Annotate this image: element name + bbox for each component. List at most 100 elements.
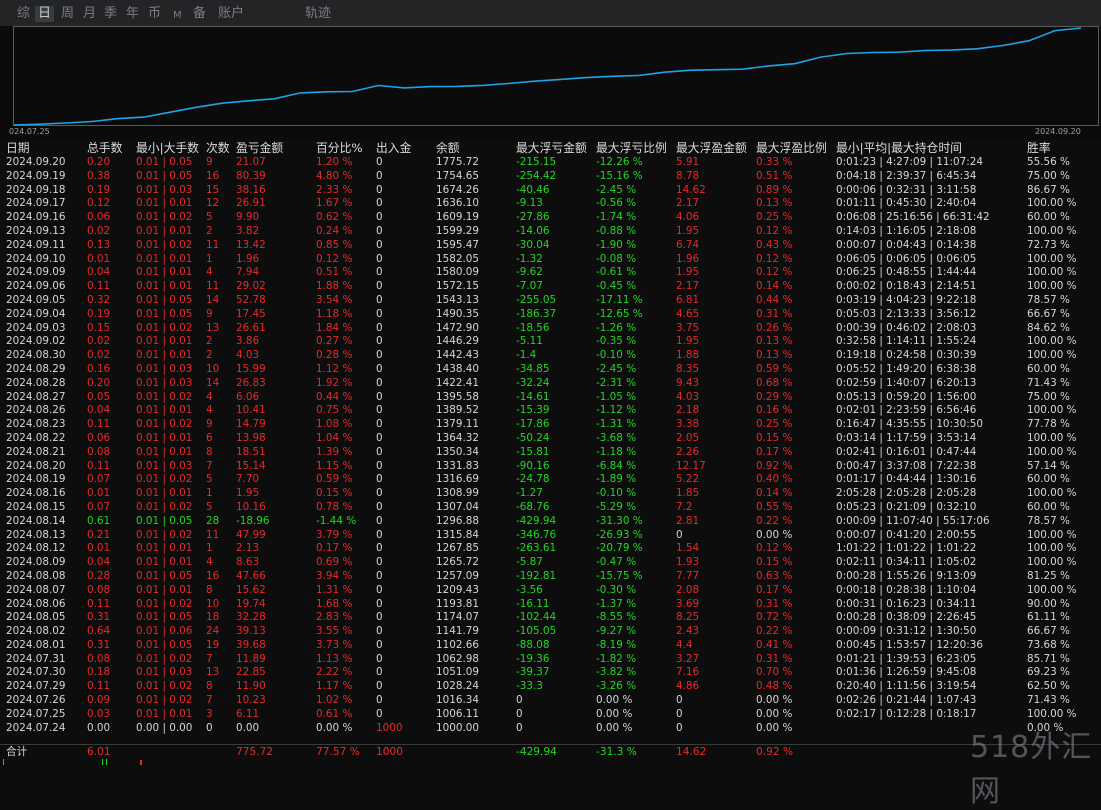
tab-8[interactable]: 备 [193, 6, 207, 21]
cell: 0.01 | 0.05 [136, 611, 193, 624]
column-header[interactable]: 总手数 [87, 141, 123, 155]
table-row[interactable]: 2024.09.11 0.13 0.01 | 0.02 11 13.42 0.85 % 0 1… [0, 239, 1101, 253]
table-row[interactable]: 2024.09.17 0.12 0.01 | 0.01 12 26.91 1.67 % 0 1… [0, 197, 1101, 211]
cell: 0.01 | 0.02 [136, 211, 193, 224]
tab-6[interactable]: 币 [148, 6, 162, 21]
tab-9[interactable]: 账户 [218, 6, 245, 21]
cell: 0.38 [87, 169, 111, 182]
tab-7[interactable]: M [173, 10, 182, 21]
table-row[interactable]: 2024.09.16 0.06 0.01 | 0.02 5 9.90 0.62 % 0 160… [0, 211, 1101, 225]
column-header[interactable]: 次数 [206, 141, 230, 155]
cell: -27.86 [516, 211, 550, 224]
cell: -2.45 % [596, 362, 637, 375]
table-row[interactable]: 2024.09.20 0.20 0.01 | 0.05 9 21.07 1.20 % 0 17… [0, 156, 1101, 170]
table-row[interactable]: 2024.08.05 0.31 0.01 | 0.05 18 32.28 2.83 % 0 1… [0, 611, 1101, 625]
cell: -88.08 [516, 638, 550, 651]
table-row[interactable]: 2024.07.31 0.08 0.01 | 0.02 7 11.89 1.13 % 0 10… [0, 653, 1101, 667]
table-row[interactable]: 2024.09.03 0.15 0.01 | 0.02 13 26.61 1.84 % 0 1… [0, 322, 1101, 336]
table-row[interactable]: 2024.08.19 0.07 0.01 | 0.02 5 7.70 0.59 % 0 131… [0, 473, 1101, 487]
cell: 7.70 [236, 473, 260, 486]
table-row[interactable]: 2024.08.07 0.08 0.01 | 0.01 8 15.62 1.31 % 0 12… [0, 584, 1101, 598]
cell: 19 [206, 638, 220, 651]
cell: 1.17 % [316, 680, 353, 693]
column-header[interactable]: 最大浮亏比例 [596, 141, 667, 155]
table-row[interactable]: 2024.07.25 0.03 0.01 | 0.01 3 6.11 0.61 % 0 100… [0, 708, 1101, 722]
column-header[interactable]: 余额 [436, 141, 460, 155]
table-row[interactable]: 2024.08.21 0.08 0.01 | 0.01 8 18.51 1.39 % 0 13… [0, 446, 1101, 460]
column-header[interactable]: 盈亏金额 [236, 141, 284, 155]
table-row[interactable]: 2024.08.01 0.31 0.01 | 0.05 19 39.68 3.73 % 0 1… [0, 639, 1101, 653]
cell: 81.25 % [1027, 569, 1070, 582]
table-row[interactable]: 2024.09.10 0.01 0.01 | 0.01 1 1.96 0.12 % 0 158… [0, 253, 1101, 267]
tab-3[interactable]: 月 [83, 6, 97, 21]
table-row[interactable]: 2024.09.04 0.19 0.01 | 0.05 9 17.45 1.18 % 0 14… [0, 308, 1101, 322]
tab-5[interactable]: 年 [126, 6, 140, 21]
table-row[interactable]: 2024.09.18 0.19 0.01 | 0.03 15 38.16 2.33 % 0 1… [0, 184, 1101, 198]
table-row[interactable]: 2024.08.20 0.11 0.01 | 0.03 7 15.14 1.15 % 0 13… [0, 460, 1101, 474]
cell: 0:06:08 | 25:16:56 | 66:31:42 [836, 211, 990, 224]
table-row[interactable]: 2024.09.02 0.02 0.01 | 0.01 2 3.86 0.27 % 0 144… [0, 335, 1101, 349]
table-row[interactable]: 2024.09.05 0.32 0.01 | 0.05 14 52.78 3.54 % 0 1… [0, 294, 1101, 308]
equity-curve-chart [13, 26, 1099, 126]
cell: 0.01 | 0.05 [136, 638, 193, 651]
cell: 14 [206, 293, 220, 306]
cell: 100.00 % [1027, 404, 1077, 417]
tab-10[interactable]: 轨迹 [305, 6, 332, 21]
table-row[interactable]: 2024.09.13 0.02 0.01 | 0.01 2 3.82 0.24 % 0 159… [0, 225, 1101, 239]
table-row[interactable]: 2024.08.02 0.64 0.01 | 0.06 24 39.13 3.55 % 0 1… [0, 625, 1101, 639]
cell: 0.55 % [756, 500, 793, 513]
table-row[interactable]: 2024.07.29 0.11 0.01 | 0.02 8 11.90 1.17 % 0 10… [0, 680, 1101, 694]
cell: -1.26 % [596, 321, 637, 334]
cell: -0.45 % [596, 280, 637, 293]
table-row[interactable]: 2024.08.22 0.06 0.01 | 0.01 6 13.98 1.04 % 0 13… [0, 432, 1101, 446]
table-row[interactable]: 2024.08.09 0.04 0.01 | 0.01 4 8.63 0.69 % 0 126… [0, 556, 1101, 570]
column-header[interactable]: 百分比% [316, 141, 363, 155]
table-row[interactable]: 2024.08.16 0.01 0.01 | 0.01 1 1.95 0.15 % 0 130… [0, 487, 1101, 501]
column-header[interactable]: 最大浮盈比例 [756, 141, 827, 155]
table-row[interactable]: 2024.08.28 0.20 0.01 | 0.03 14 26.83 1.92 % 0 1… [0, 377, 1101, 391]
cell: 0:01:17 | 0:44:44 | 1:30:16 [836, 473, 977, 486]
cell: 10.23 [236, 694, 266, 707]
cell: 0.78 % [316, 500, 353, 513]
table-row[interactable]: 2024.09.19 0.38 0.01 | 0.05 16 80.39 4.80 % 0 1… [0, 170, 1101, 184]
table-row[interactable]: 2024.07.24 0.00 0.00 | 0.00 0 0.00 0.00 % 1000… [0, 722, 1101, 736]
column-header[interactable]: 日期 [6, 141, 30, 155]
cell: 0 [376, 652, 383, 665]
table-row[interactable]: 2024.07.30 0.18 0.01 | 0.03 13 22.85 2.22 % 0 1… [0, 666, 1101, 680]
table-row[interactable]: 2024.09.09 0.04 0.01 | 0.01 4 7.94 0.51 % 0 158… [0, 266, 1101, 280]
cell: 0.68 % [756, 376, 793, 389]
column-header[interactable]: 最小|平均|最大持仓时间 [836, 141, 962, 155]
table-row[interactable]: 2024.08.23 0.11 0.01 | 0.02 9 14.79 1.08 % 0 13… [0, 418, 1101, 432]
table-row[interactable]: 2024.08.27 0.05 0.01 | 0.02 4 6.06 0.44 % 0 139… [0, 391, 1101, 405]
cell: 6 [206, 431, 213, 444]
table-row[interactable]: 2024.08.08 0.28 0.01 | 0.05 16 47.66 3.94 % 0 1… [0, 570, 1101, 584]
cell: 15.99 [236, 362, 266, 375]
column-header[interactable]: 最大浮亏金额 [516, 141, 587, 155]
table-row[interactable]: 2024.09.06 0.11 0.01 | 0.01 11 29.02 1.88 % 0 1… [0, 280, 1101, 294]
cell: 0:00:39 | 0:46:02 | 2:08:03 [836, 321, 977, 334]
tab-2[interactable]: 周 [61, 6, 75, 21]
column-header[interactable]: 最大浮盈金额 [676, 141, 747, 155]
column-header[interactable]: 最小|大手数 [136, 141, 199, 155]
table-row[interactable]: 2024.08.14 0.61 0.01 | 0.05 28 -18.96 -1.44 %… [0, 515, 1101, 529]
table-row[interactable]: 2024.08.12 0.01 0.01 | 0.01 1 2.13 0.17 % 0 126… [0, 542, 1101, 556]
table-row[interactable]: 2024.08.26 0.04 0.01 | 0.01 4 10.41 0.75 % 0 13… [0, 404, 1101, 418]
tab-4[interactable]: 季 [104, 6, 118, 21]
table-row[interactable]: 2024.08.30 0.02 0.01 | 0.01 2 4.03 0.28 % 0 144… [0, 349, 1101, 363]
table-row[interactable]: 2024.08.29 0.16 0.01 | 0.03 10 15.99 1.12 % 0 1… [0, 363, 1101, 377]
cell: 1000 [376, 721, 403, 734]
cell: 2024.07.29 [6, 680, 66, 693]
cell: 7 [206, 652, 213, 665]
column-header[interactable]: 胜率 [1027, 141, 1051, 155]
table-row[interactable]: 2024.08.15 0.07 0.01 | 0.02 5 10.16 0.78 % 0 13… [0, 501, 1101, 515]
cell: 0.01 | 0.05 [136, 307, 193, 320]
column-header[interactable]: 出入金 [376, 141, 412, 155]
tab-1[interactable]: 日 [35, 6, 55, 22]
table-row[interactable]: 2024.07.26 0.09 0.01 | 0.02 7 10.23 1.02 % 0 10… [0, 694, 1101, 708]
cell: 0.06 [87, 431, 111, 444]
cell: 2024.07.31 [6, 652, 66, 665]
tab-0[interactable]: 综 [17, 6, 31, 21]
table-row[interactable]: 2024.08.13 0.21 0.01 | 0.02 11 47.99 3.79 % 0 1… [0, 529, 1101, 543]
cell: -102.44 [516, 611, 557, 624]
table-row[interactable]: 2024.08.06 0.11 0.01 | 0.02 10 19.74 1.68 % 0 1… [0, 598, 1101, 612]
